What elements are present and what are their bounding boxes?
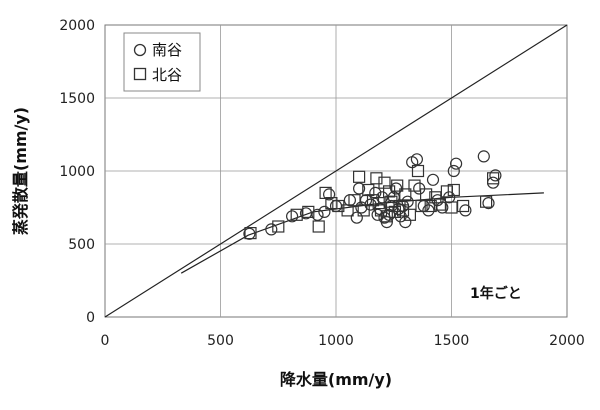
point-kitadani [357,204,370,217]
y-tick-label: 1500 [59,91,95,107]
reference-lines [104,24,568,318]
point-kitadani [480,195,493,208]
point-kitadani [445,201,458,214]
point-minamidani [318,205,331,218]
point-kitadani [447,183,460,197]
point-kitadani [396,204,410,217]
point-kitadani [325,197,338,210]
point-kitadani [391,179,404,192]
annotation-label: 1年ごと [470,285,522,302]
y-axis-title: 蒸発散量(mm/y) [11,107,30,235]
point-kitadani [272,220,285,233]
trend-line [180,192,544,274]
point-minamidani [243,227,256,240]
point-minamidani [426,173,440,186]
point-minamidani [401,195,414,208]
point-kitadani [393,199,406,213]
point-minamidani [299,207,313,220]
point-minamidani [265,223,278,236]
legend-label-minamidani: 南谷 [152,41,182,59]
point-kitadani [332,199,345,213]
point-minamidani [482,197,495,210]
point-kitadani [403,208,416,221]
point-kitadani [370,172,383,185]
x-axis-ticks: 0 500 1000 1500 2000 [101,333,585,349]
point-minamidani [311,208,324,221]
y-tick-label: 2000 [59,18,95,34]
point-kitadani [457,199,470,213]
legend-box [123,32,201,92]
point-minamidani [450,157,463,170]
point-minamidani [286,210,299,223]
data-points [243,150,502,240]
point-kitadani [440,185,453,198]
point-kitadani [487,172,500,185]
point-kitadani [244,227,257,240]
point-kitadani [429,191,442,204]
point-kitadani [341,204,354,217]
point-kitadani [385,195,398,208]
point-minamidani [353,182,366,195]
x-tick-label: 500 [207,333,234,349]
point-minamidani [489,169,502,182]
legend-circle-marker [133,43,147,57]
x-tick-label: 2000 [549,333,585,349]
point-minamidani [477,150,490,163]
point-minamidani [350,211,363,224]
point-kitadani [420,188,433,201]
point-minamidani [369,186,382,199]
point-kitadani [380,210,393,223]
point-kitadani [411,164,425,178]
y-tick-label: 0 [86,310,95,326]
point-minamidani [447,164,460,178]
point-kitadani [378,176,391,189]
point-kitadani [348,194,361,207]
x-tick-label: 1500 [434,333,470,349]
y-tick-label: 500 [68,237,95,253]
point-minamidani [399,216,412,229]
point-kitadani [312,220,325,233]
legend: 南谷 北谷 [123,32,201,92]
point-minamidani [459,204,472,217]
y-axis-ticks: 0 500 1000 1500 2000 [59,18,95,326]
x-tick-label: 0 [101,333,110,349]
point-kitadani [433,198,446,211]
point-kitadani [362,183,375,197]
point-kitadani [399,188,412,201]
x-axis-title: 降水量(mm/y) [280,370,392,389]
legend-label-kitadani: 北谷 [152,66,182,84]
one-to-one-line [104,24,568,318]
point-kitadani [353,170,366,183]
point-kitadani [302,205,315,218]
point-minamidani [410,153,423,166]
point-kitadani [424,199,437,213]
legend-square-marker [133,67,147,81]
x-tick-label: 1000 [318,333,354,349]
point-kitadani [372,197,385,210]
point-kitadani [415,199,428,213]
point-minamidani [323,188,336,201]
point-kitadani [408,179,421,192]
y-tick-label: 1000 [59,164,95,180]
